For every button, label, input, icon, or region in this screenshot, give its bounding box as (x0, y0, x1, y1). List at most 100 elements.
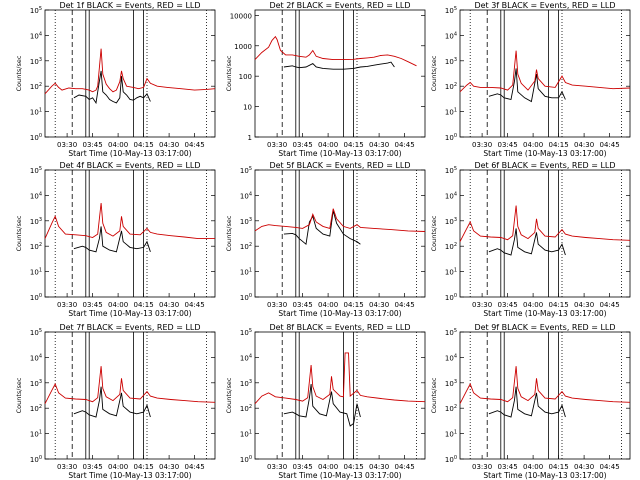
x-axis-label: Start Time (10-May-13 03:17:00) (278, 149, 401, 158)
panel-title: Det 9f BLACK = Events, RED = LLD (474, 323, 615, 332)
y-tick-label: 10 (243, 104, 252, 112)
y-axis-label: Counts/sec (225, 377, 233, 413)
y-tick-label: 1000 (234, 43, 252, 51)
x-tick-label: 04:30 (369, 141, 389, 149)
events-series-line (283, 383, 361, 427)
x-tick-label: 04:30 (369, 301, 389, 309)
x-axis-label: Start Time (10-May-13 03:17:00) (483, 309, 606, 318)
x-tick-label: 04:30 (574, 301, 594, 309)
x-tick-label: 03:30 (472, 141, 492, 149)
x-tick-label: 04:00 (318, 301, 338, 309)
detector-panel: Det 9f BLACK = Events, RED = LLD 100 101 10… (430, 323, 631, 480)
lld-series-line (254, 208, 426, 232)
x-tick-label: 03:45 (293, 463, 313, 471)
x-tick-label: 04:00 (108, 301, 128, 309)
panel-title: Det 6f BLACK = Events, RED = LLD (474, 161, 615, 170)
events-series-line (73, 70, 151, 105)
x-tick-label: 04:45 (185, 141, 205, 149)
y-axis-label: Counts/sec (15, 55, 23, 91)
y-tick-label: 100 (239, 73, 252, 81)
x-tick-label: 03:30 (57, 141, 77, 149)
events-series-line (488, 386, 566, 418)
x-tick-label: 03:45 (83, 141, 103, 149)
x-tick-label: 04:00 (523, 141, 543, 149)
panel-title: Det 3f BLACK = Events, RED = LLD (474, 1, 615, 10)
y-tick-label: 1 (248, 134, 252, 142)
y-tick-label: 100 (445, 133, 457, 142)
x-tick-label: 03:45 (293, 141, 313, 149)
y-tick-label: 102 (30, 82, 42, 91)
y-tick-label: 104 (240, 353, 252, 362)
y-tick-label: 101 (445, 430, 457, 439)
x-tick-label: 03:45 (498, 301, 518, 309)
y-tick-label: 102 (30, 404, 42, 413)
y-tick-label: 101 (445, 108, 457, 117)
x-tick-label: 04:15 (134, 141, 154, 149)
y-tick-label: 104 (445, 353, 457, 362)
y-tick-label: 105 (240, 166, 252, 175)
x-tick-label: 04:15 (134, 301, 154, 309)
y-tick-label: 103 (240, 217, 252, 226)
x-tick-label: 04:45 (185, 301, 205, 309)
x-tick-label: 03:30 (267, 141, 287, 149)
x-tick-label: 04:30 (159, 301, 179, 309)
y-tick-label: 105 (240, 328, 252, 337)
events-series-line (283, 210, 361, 246)
x-tick-label: 04:45 (600, 463, 620, 471)
y-tick-label: 104 (30, 353, 42, 362)
y-tick-label: 104 (30, 31, 42, 40)
plot-frame (459, 9, 631, 138)
x-axis-label: Start Time (10-May-13 03:17:00) (68, 471, 191, 480)
lld-series-line (459, 366, 631, 404)
events-series-line (283, 61, 395, 70)
plot-frame (44, 169, 216, 298)
y-tick-label: 101 (30, 108, 42, 117)
y-tick-label: 102 (445, 404, 457, 413)
y-axis-label: Counts/sec (225, 215, 233, 251)
y-tick-label: 105 (30, 328, 42, 337)
y-axis-label: Counts/sec (430, 377, 438, 413)
panel-title: Det 2f BLACK = Events, RED = LLD (269, 1, 410, 10)
y-tick-label: 103 (30, 379, 42, 388)
y-tick-label: 100 (30, 133, 42, 142)
x-tick-label: 04:30 (159, 141, 179, 149)
y-axis-label: Counts/sec (225, 55, 233, 91)
events-series-line (73, 226, 151, 253)
x-tick-label: 03:45 (83, 463, 103, 471)
y-tick-label: 10000 (230, 12, 252, 20)
x-tick-label: 03:30 (267, 463, 287, 471)
x-tick-label: 04:45 (395, 301, 415, 309)
plot-frame (459, 331, 631, 460)
y-tick-label: 104 (30, 191, 42, 200)
y-tick-label: 103 (240, 379, 252, 388)
y-tick-label: 103 (445, 217, 457, 226)
x-axis-label: Start Time (10-May-13 03:17:00) (483, 149, 606, 158)
lld-series-line (44, 202, 215, 240)
x-tick-label: 04:45 (395, 463, 415, 471)
x-tick-label: 04:45 (600, 301, 620, 309)
x-tick-label: 04:45 (600, 141, 620, 149)
detector-panel: Det 3f BLACK = Events, RED = LLD 100 101 10… (430, 1, 631, 158)
y-tick-label: 103 (30, 217, 42, 226)
x-tick-label: 04:45 (185, 463, 205, 471)
x-tick-label: 03:30 (267, 301, 287, 309)
x-axis-label: Start Time (10-May-13 03:17:00) (68, 149, 191, 158)
x-tick-label: 04:30 (159, 463, 179, 471)
y-tick-label: 102 (240, 404, 252, 413)
y-tick-label: 105 (445, 6, 457, 15)
x-tick-label: 03:45 (498, 141, 518, 149)
x-tick-label: 04:15 (134, 463, 154, 471)
x-tick-label: 04:15 (344, 463, 364, 471)
y-tick-label: 105 (445, 166, 457, 175)
x-tick-label: 04:15 (549, 301, 569, 309)
x-tick-label: 03:30 (57, 301, 77, 309)
y-tick-label: 105 (445, 328, 457, 337)
panel-title: Det 4f BLACK = Events, RED = LLD (59, 161, 200, 170)
x-axis-label: Start Time (10-May-13 03:17:00) (483, 471, 606, 480)
y-tick-label: 101 (445, 268, 457, 277)
lld-series-line (44, 48, 216, 95)
x-tick-label: 04:00 (108, 141, 128, 149)
plot-frame (254, 9, 426, 138)
y-tick-label: 103 (30, 57, 42, 66)
